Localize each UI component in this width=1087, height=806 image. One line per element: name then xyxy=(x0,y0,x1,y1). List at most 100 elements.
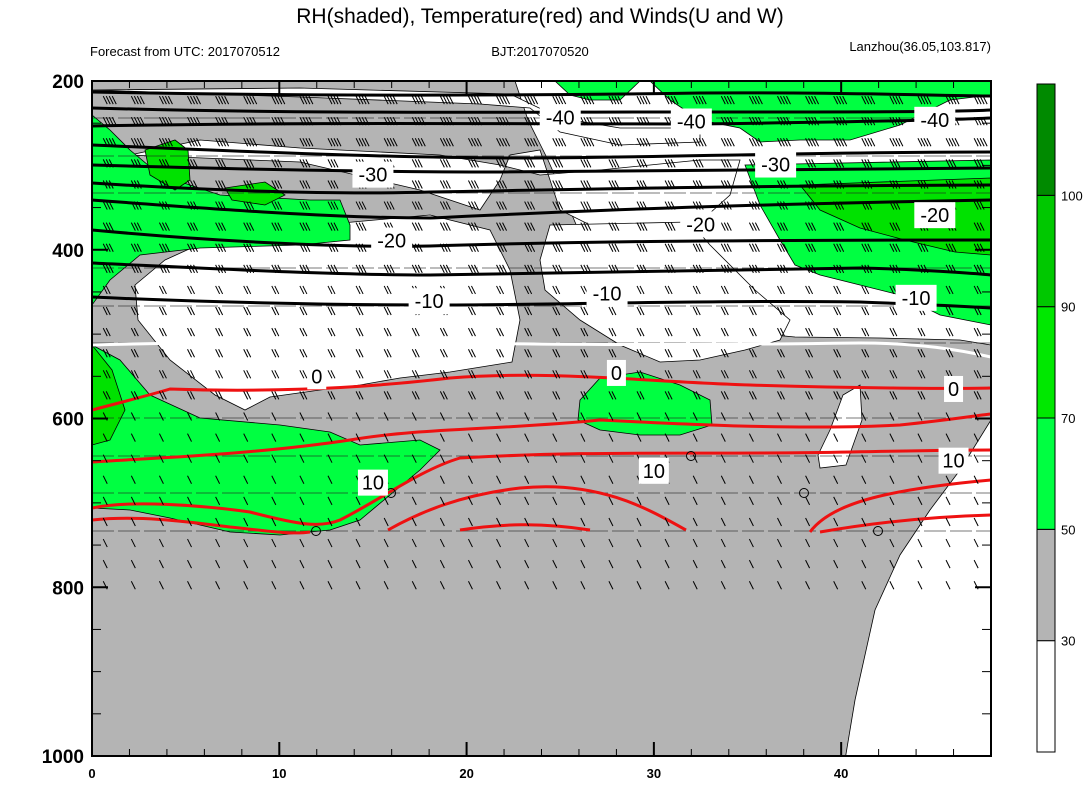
wind-barb-feather xyxy=(417,201,423,210)
wind-barb-feather xyxy=(917,264,923,274)
wind-barb-feather xyxy=(608,581,614,590)
wind-barb-feather xyxy=(215,391,221,400)
wind-barb-feather xyxy=(330,95,336,105)
wind-barb-feather xyxy=(468,95,473,105)
wind-barb-feather xyxy=(271,496,277,506)
wind-barb-feather xyxy=(524,264,530,274)
wind-barb-feather xyxy=(636,222,642,231)
wind-barb-feather xyxy=(527,327,533,337)
wind-barb-feather xyxy=(720,95,726,105)
wind-barb-feather xyxy=(271,222,277,231)
wind-barb-feather xyxy=(861,222,867,231)
wind-barb-feather xyxy=(555,243,561,252)
wind-barb-feather xyxy=(524,180,530,189)
wind-barb-feather xyxy=(836,264,842,274)
wind-barb-feather xyxy=(133,285,139,295)
wind-barb-feather xyxy=(327,201,333,210)
wind-barb-feather xyxy=(158,559,164,569)
wind-barb-feather xyxy=(383,559,389,569)
wind-barb-feather xyxy=(861,138,867,147)
wind-barb-feather xyxy=(692,559,698,569)
wind-barb-feather xyxy=(243,517,249,527)
wind-barb-feather xyxy=(951,264,957,274)
wind-barb-feather xyxy=(951,159,957,168)
wind-barb-feather xyxy=(729,116,735,126)
wind-barb-feather xyxy=(468,285,473,295)
wind-barb-feather xyxy=(748,475,754,485)
wind-barb-feather xyxy=(639,138,645,147)
wind-barb-feather xyxy=(108,116,114,126)
wind-barb-feather xyxy=(889,370,895,379)
wind-barb-feather xyxy=(723,348,729,358)
wind-barb-feather xyxy=(392,95,398,105)
wind-barb-feather xyxy=(636,581,642,590)
wind-barb-feather xyxy=(355,306,361,316)
wind-barb-feather xyxy=(133,327,139,337)
wind-barb-feather xyxy=(920,327,926,337)
wind-barb-feather xyxy=(552,201,558,210)
wind-barb-feather xyxy=(698,180,704,189)
wind-barb-feather xyxy=(327,116,333,126)
wind-barb-feather xyxy=(190,306,195,316)
wind-barb-feather xyxy=(358,306,364,316)
wind-barb-feather xyxy=(748,116,754,126)
wind-barb-feather xyxy=(243,581,249,590)
wind-barb-feather xyxy=(811,201,817,210)
wind-barb-feather xyxy=(468,264,473,274)
wind-barb-feather xyxy=(468,243,473,252)
wind-barb-feather xyxy=(277,116,283,126)
wind-barb-feather xyxy=(833,95,839,105)
wind-barb-feather xyxy=(130,159,136,168)
wind-barb-feather xyxy=(636,201,642,210)
wind-barb-feather xyxy=(695,201,701,210)
wind-barb-feather xyxy=(726,222,732,231)
wind-barb-feather xyxy=(751,327,757,337)
wind-barb-feather xyxy=(246,264,252,274)
wind-barb-feather xyxy=(383,517,389,527)
x-tick-label: 20 xyxy=(459,766,473,781)
wind-barb-feather xyxy=(552,243,558,252)
wind-barb-feather xyxy=(411,201,417,210)
wind-barb-feather xyxy=(411,433,417,442)
wind-barb-feather xyxy=(527,95,533,105)
wind-barb-feather xyxy=(552,433,558,442)
wind-barb-feather xyxy=(611,180,617,189)
wind-barb-feather xyxy=(808,348,814,358)
wind-barb-feather xyxy=(780,348,785,358)
wind-barb-feather xyxy=(102,433,108,442)
wind-barb-feather xyxy=(302,180,308,189)
wind-barb-feather xyxy=(299,159,305,168)
wind-barb-feather xyxy=(164,243,170,252)
plot-area: -40 -40 -40-30 -30-20-20 -20-10 -10 -100 001010… xyxy=(92,81,991,756)
wind-barb-feather xyxy=(280,138,286,147)
wind-barb-feather xyxy=(302,138,308,147)
wind-barb-feather xyxy=(243,306,249,316)
wind-barb-feather xyxy=(583,180,589,189)
wind-barb-feather xyxy=(502,116,507,126)
wind-barb-feather xyxy=(533,116,539,126)
wind-barb-feather xyxy=(420,138,426,147)
wind-barb-feather xyxy=(692,264,698,274)
wind-barb-feather xyxy=(982,138,988,147)
wind-barb-feather xyxy=(836,138,842,147)
wind-barb-feather xyxy=(889,306,895,316)
wind-barb-feather xyxy=(445,243,451,252)
rh-white-mid-2 xyxy=(539,221,791,363)
wind-barb-feather xyxy=(187,285,192,295)
wind-barb-feather xyxy=(695,285,701,295)
wind-barb-feather xyxy=(218,95,224,105)
wind-barb-feather xyxy=(187,538,192,548)
wind-barb-feather xyxy=(133,370,139,379)
wind-barb-feather xyxy=(954,95,960,105)
wind-barb-feather xyxy=(445,95,451,105)
wind-barb-feather xyxy=(158,159,164,168)
temperature-contours-warm xyxy=(92,373,991,535)
wind-barb-feather xyxy=(358,201,364,210)
wind-barb-feather xyxy=(358,264,364,274)
wind-barb-feather xyxy=(243,327,249,337)
wind-barb-feather xyxy=(808,138,814,147)
wind-barb-feather xyxy=(524,538,530,548)
wind-barb-feather xyxy=(973,285,979,295)
wind-barb-feather xyxy=(692,138,698,147)
